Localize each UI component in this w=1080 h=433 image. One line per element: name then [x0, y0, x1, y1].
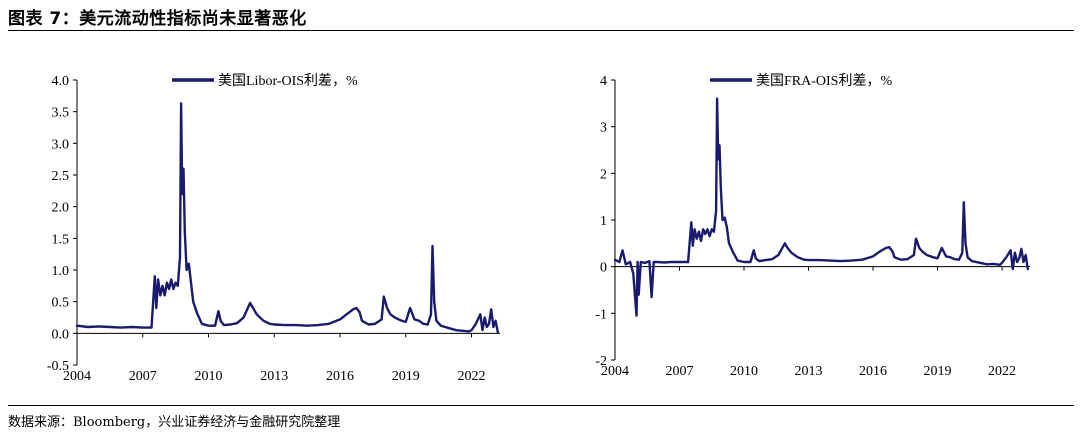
- x-tick-label: 2013: [260, 369, 288, 384]
- x-tick-label: 2007: [666, 364, 694, 379]
- y-tick-label: 0.0: [52, 327, 70, 342]
- x-tick-label: 2022: [458, 369, 486, 384]
- series-line: [75, 102, 499, 334]
- legend-label: 美国Libor-OIS利差，%: [218, 73, 358, 89]
- legend-label: 美国FRA-OIS利差，%: [756, 73, 892, 89]
- top-rule: [8, 30, 1074, 31]
- y-tick-label: 4: [600, 74, 607, 89]
- x-tick-label: 2010: [195, 369, 223, 384]
- x-tick-label: 2010: [730, 364, 758, 379]
- y-tick-label: 3.0: [52, 137, 70, 152]
- y-tick-label: 2.0: [52, 201, 70, 216]
- y-tick-label: 0: [600, 261, 607, 276]
- y-tick-label: 2: [600, 167, 607, 182]
- libor-ois-chart: -0.5 0.0 0.5 1.0 1.5 2.0 2.5 3.0 3.5 4.0 2004 2007 2…: [47, 73, 500, 384]
- series-line: [613, 97, 1029, 317]
- y-tick-label: 2.5: [52, 169, 70, 184]
- y-tick-label: -1: [595, 307, 607, 322]
- x-tick-label: 2016: [326, 369, 354, 384]
- y-tick-label: 0.5: [52, 296, 70, 311]
- x-tick-label: 2004: [601, 364, 629, 379]
- x-tick-label: 2007: [129, 369, 157, 384]
- y-tick-label: 1: [600, 214, 607, 229]
- x-tick-label: 2019: [392, 369, 420, 384]
- y-tick-label: 4.0: [52, 74, 70, 89]
- y-tick-label: -0.5: [47, 359, 69, 374]
- x-tick-label: 2013: [795, 364, 823, 379]
- y-tick-label: -2: [595, 354, 607, 369]
- x-tick-label: 2019: [924, 364, 952, 379]
- bottom-rule: [8, 405, 1074, 406]
- figure-title: 图表 7：美元流动性指标尚未显著恶化: [8, 9, 307, 29]
- y-tick-label: 3: [600, 121, 607, 136]
- y-tick-label: 1.0: [52, 264, 70, 279]
- y-tick-label: 1.5: [52, 232, 70, 247]
- fra-ois-chart: -2 -1 0 1 2 3 4 2004 2007 2010 2013 2016 2019 2022 美国F…: [595, 73, 1030, 379]
- x-tick-label: 2016: [859, 364, 887, 379]
- y-tick-label: 3.5: [52, 106, 70, 121]
- source-note: 数据来源：Bloomberg，兴业证券经济与金融研究院整理: [8, 415, 341, 430]
- x-tick-label: 2004: [63, 369, 91, 384]
- x-tick-label: 2022: [988, 364, 1016, 379]
